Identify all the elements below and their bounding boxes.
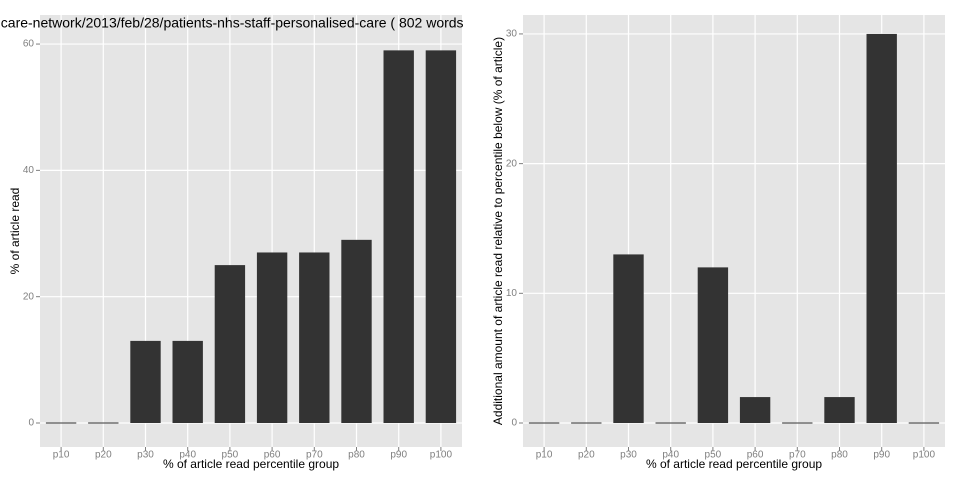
bar	[299, 252, 330, 423]
bar	[214, 265, 246, 423]
y-tick-label: 0	[28, 418, 34, 429]
x-tick-label: p70	[306, 450, 323, 461]
x-tick-label: p40	[179, 450, 196, 461]
bar	[782, 422, 813, 424]
x-tick-label: p90	[873, 450, 890, 461]
x-tick-label: p80	[831, 450, 848, 461]
x-tick-label: p30	[137, 450, 154, 461]
x-tick-label: p100	[430, 450, 453, 461]
bar	[45, 422, 77, 424]
bar	[613, 254, 644, 424]
bar	[655, 422, 686, 424]
x-tick-label: p20	[578, 450, 595, 461]
y-axis-title: Additional amount of article read relati…	[491, 37, 505, 425]
x-tick-label: p90	[390, 450, 407, 461]
bar	[739, 397, 771, 424]
x-axis-title: % of article read percentile group	[163, 457, 339, 471]
x-tick-label: p60	[747, 450, 764, 461]
bar	[88, 422, 119, 424]
y-tick-label: 0	[511, 418, 517, 429]
y-tick-label: 40	[23, 165, 35, 176]
y-tick-label: 30	[506, 29, 518, 40]
x-tick-label: p80	[348, 450, 365, 461]
chart-title: ncare-network/2013/feb/28/patients-nhs-s…	[0, 15, 464, 31]
x-tick-label: p50	[705, 450, 722, 461]
y-axis-title: % of article read	[8, 188, 22, 275]
x-tick-label: p10	[536, 450, 553, 461]
x-tick-label: p40	[662, 450, 679, 461]
y-tick-label: 20	[23, 291, 35, 302]
bar	[697, 267, 729, 424]
x-tick-label: p50	[222, 450, 239, 461]
y-tick-label: 20	[506, 158, 518, 169]
bar	[383, 50, 414, 424]
x-tick-label: p100	[913, 450, 936, 461]
x-tick-label: p20	[95, 450, 112, 461]
bar	[908, 422, 940, 424]
x-tick-label: p60	[264, 450, 281, 461]
bar	[866, 33, 897, 424]
x-tick-label: p10	[53, 450, 70, 461]
x-tick-label: p30	[620, 450, 637, 461]
x-tick-label: p70	[789, 450, 806, 461]
bar	[341, 239, 372, 423]
y-tick-label: 10	[506, 288, 518, 299]
bar	[172, 340, 203, 423]
bar	[256, 252, 288, 423]
y-tick-label: 60	[23, 39, 35, 50]
bar	[824, 397, 855, 424]
x-axis-title: % of article read percentile group	[646, 457, 822, 471]
bar	[425, 50, 457, 424]
bar	[528, 422, 560, 424]
bar	[130, 340, 161, 423]
bar	[571, 422, 602, 424]
